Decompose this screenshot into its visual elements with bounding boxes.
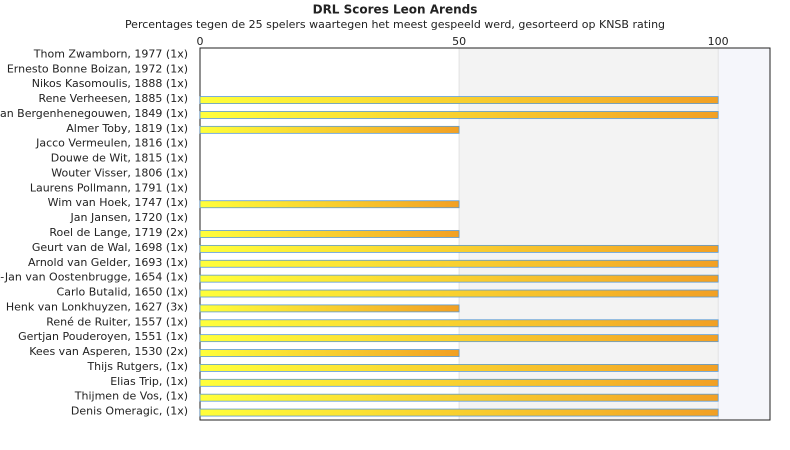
y-tick-label: Denis Omeragic, (1x) [71, 405, 188, 418]
y-tick-label: Ernesto Bonne Boizan, 1972 (1x) [7, 62, 188, 75]
bar [199, 393, 719, 402]
plot-band [718, 48, 770, 420]
bar [199, 259, 719, 268]
y-tick-label: Gertjan Pouderoyen, 1551 (1x) [18, 330, 188, 343]
y-tick-label: t-Jan van Oostenbrugge, 1654 (1x) [0, 271, 188, 284]
y-tick-label: Nikos Kasomoulis, 1888 (1x) [32, 77, 188, 90]
x-tick-label: 100 [708, 35, 729, 48]
bar [199, 378, 719, 387]
y-tick-label: Carlo Butalid, 1650 (1x) [57, 286, 188, 299]
bar [199, 274, 719, 283]
y-tick-label: Rene Verheesen, 1885 (1x) [39, 92, 188, 105]
x-tick-label: 0 [197, 35, 204, 48]
bar [199, 319, 719, 328]
y-tick-label: Jan Jansen, 1720 (1x) [70, 211, 188, 224]
plot-band [459, 48, 719, 420]
y-tick-label: Thijmen de Vos, (1x) [74, 390, 188, 403]
bar [199, 200, 460, 209]
y-tick-label: René de Ruiter, 1557 (1x) [46, 315, 188, 328]
y-tick-label: Kees van Asperen, 1530 (2x) [29, 345, 188, 358]
y-tick-label: Wouter Visser, 1806 (1x) [51, 166, 188, 179]
y-tick-label: van Bergenhenegouwen, 1849 (1x) [0, 107, 188, 120]
bar [199, 244, 719, 253]
y-tick-label: Laurens Pollmann, 1791 (1x) [30, 181, 188, 194]
y-tick-label: Wim van Hoek, 1747 (1x) [48, 196, 188, 209]
bar [199, 289, 719, 298]
bar [199, 96, 719, 104]
bar [199, 230, 460, 238]
bar [199, 304, 460, 313]
y-tick-label: Arnold van Gelder, 1693 (1x) [28, 256, 188, 269]
chart-subtitle: Percentages tegen de 25 spelers waartege… [125, 18, 665, 31]
y-tick-label: Roel de Lange, 1719 (2x) [49, 226, 188, 239]
bar [199, 125, 460, 134]
chart-title: DRL Scores Leon Arends [313, 3, 478, 17]
bar [199, 408, 719, 417]
y-tick-label: Thijs Rutgers, (1x) [86, 360, 188, 373]
y-tick-label: Elias Trip, (1x) [110, 375, 188, 388]
bar [199, 364, 719, 372]
bar [199, 334, 719, 343]
x-tick-label: 50 [452, 35, 466, 48]
y-tick-label: Douwe de Wit, 1815 (1x) [51, 152, 188, 165]
y-tick-label: Jacco Vermeulen, 1816 (1x) [35, 137, 188, 150]
y-tick-label: Thom Zwamborn, 1977 (1x) [33, 47, 188, 60]
y-tick-label: Almer Toby, 1819 (1x) [66, 122, 188, 135]
y-tick-label: Henk van Lonkhuyzen, 1627 (3x) [6, 300, 188, 313]
bar [199, 349, 460, 357]
bar [199, 111, 719, 119]
y-tick-label: Geurt van de Wal, 1698 (1x) [32, 241, 188, 254]
